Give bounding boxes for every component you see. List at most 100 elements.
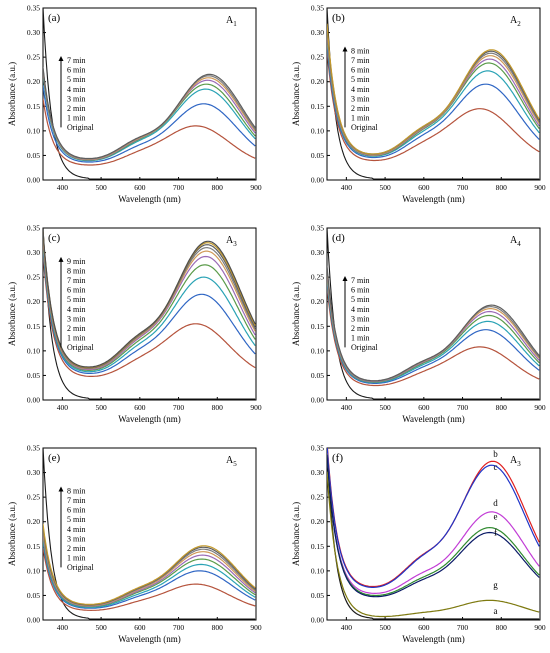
curve-label: e xyxy=(493,511,497,521)
panel-label: (a) xyxy=(48,12,61,24)
series-line xyxy=(327,265,540,382)
sample-label-sub: 1 xyxy=(233,20,237,28)
sample-label-base: A xyxy=(226,15,234,26)
curve-label: g xyxy=(493,580,498,590)
x-tick-label: 700 xyxy=(173,623,185,632)
legend-arrow-head xyxy=(58,486,64,492)
sample-label-base: A xyxy=(226,455,234,466)
legend-arrow-head xyxy=(58,256,64,262)
y-axis-label: Absorbance (a.u.) xyxy=(291,62,301,126)
y-tick-label: 0.35 xyxy=(27,224,40,233)
y-tick-label: 0.25 xyxy=(311,273,324,282)
chart-panel: 400 500 600 700 800 900 0.00 0.05 0.10 0.15 0.20 0.… xyxy=(7,4,262,205)
y-tick-label: 0.30 xyxy=(27,248,40,257)
x-tick-label: 500 xyxy=(95,183,107,192)
legend-entry: 6 min xyxy=(67,506,85,515)
series-line xyxy=(43,242,256,371)
x-tick-label: 700 xyxy=(457,623,469,632)
series-line xyxy=(43,66,256,160)
sample-label: A1 xyxy=(226,15,237,28)
legend-entry: 6 min xyxy=(67,66,85,75)
y-tick-label: 0.35 xyxy=(27,4,40,13)
series-line xyxy=(43,98,256,166)
y-tick-label: 0.00 xyxy=(311,616,324,625)
y-tick-label: 0.00 xyxy=(27,396,40,405)
x-axis-label: Wavelength (nm) xyxy=(118,414,181,424)
x-tick-label: 800 xyxy=(496,403,508,412)
x-tick-label: 400 xyxy=(341,183,353,192)
x-tick-label: 400 xyxy=(57,403,69,412)
y-axis-label: Absorbance (a.u.) xyxy=(291,502,301,566)
sample-label-sub: 3 xyxy=(233,240,237,248)
legend-entry: 3 min xyxy=(351,314,369,323)
legend-entry: 4 min xyxy=(67,525,85,534)
x-tick-label: 700 xyxy=(457,403,469,412)
legend-entry: 5 min xyxy=(67,295,85,304)
legend-entry: 8 min xyxy=(67,486,85,495)
curve-label: b xyxy=(493,449,498,459)
curves xyxy=(327,228,540,400)
y-tick-label: 0.35 xyxy=(27,444,40,453)
x-tick-label: 700 xyxy=(173,403,185,412)
y-tick-label: 0.15 xyxy=(311,102,324,111)
sample-label: A2 xyxy=(510,15,521,28)
legend-entry: 7 min xyxy=(351,276,369,285)
legend-entry: 1 min xyxy=(67,334,85,343)
x-tick-label: 900 xyxy=(250,623,262,632)
legend-entry: 6 min xyxy=(351,66,369,75)
y-tick-label: 0.00 xyxy=(311,396,324,405)
y-axis-label: Absorbance (a.u.) xyxy=(7,502,17,566)
y-tick-label: 0.20 xyxy=(27,517,40,526)
x-tick-label: 500 xyxy=(95,403,107,412)
sample-label-sub: 5 xyxy=(233,460,237,468)
legend-entry: 2 min xyxy=(67,324,85,333)
x-tick-label: 600 xyxy=(134,403,146,412)
sample-label-base: A xyxy=(226,235,234,246)
panel-label: (e) xyxy=(48,452,61,464)
sample-label: A3 xyxy=(226,235,237,248)
y-tick-label: 0.05 xyxy=(27,371,40,380)
legend-entry: 3 min xyxy=(67,314,85,323)
panel-label: (c) xyxy=(48,232,61,244)
y-tick-label: 0.15 xyxy=(27,102,40,111)
y-tick-label: 0.05 xyxy=(311,151,324,160)
chart-panel: 400 500 600 700 800 900 0.00 0.05 0.10 0.15 0.20 0.… xyxy=(291,224,546,425)
legend-entry: 4 min xyxy=(67,305,85,314)
legend-entry: 2 min xyxy=(67,104,85,113)
curves xyxy=(43,8,256,180)
legend-entry: 1 min xyxy=(351,334,369,343)
y-tick-label: 0.10 xyxy=(311,346,324,355)
y-tick-label: 0.20 xyxy=(27,297,40,306)
legend-entry: 1 min xyxy=(351,114,369,123)
sample-label: A3 xyxy=(510,455,521,468)
x-tick-label: 400 xyxy=(341,623,353,632)
x-tick-label: 600 xyxy=(134,623,146,632)
x-tick-label: 900 xyxy=(250,183,262,192)
plot-frame xyxy=(42,7,257,181)
plot-frame xyxy=(326,447,541,621)
legend-entry: 7 min xyxy=(67,56,85,65)
curves xyxy=(43,228,256,400)
x-axis-label: Wavelength (nm) xyxy=(118,634,181,644)
x-tick-label: 700 xyxy=(457,183,469,192)
chart-panel: 400 500 600 700 800 900 0.00 0.05 0.10 0.15 0.20 0.… xyxy=(7,224,262,425)
y-tick-label: 0.10 xyxy=(311,566,324,575)
y-tick-label: 0.20 xyxy=(311,297,324,306)
y-tick-label: 0.30 xyxy=(27,28,40,37)
y-tick-label: 0.20 xyxy=(311,77,324,86)
y-tick-label: 0.25 xyxy=(27,273,40,282)
series-line xyxy=(43,539,256,608)
sample-label-base: A xyxy=(510,455,518,466)
sample-label-sub: 2 xyxy=(517,20,521,28)
series-line xyxy=(43,239,256,371)
series-line xyxy=(327,453,540,595)
sample-label: A4 xyxy=(510,235,521,248)
legend-arrow-head xyxy=(342,46,348,52)
y-tick-label: 0.00 xyxy=(27,616,40,625)
plot-frame xyxy=(326,7,541,181)
legend-entry: 2 min xyxy=(351,324,369,333)
y-tick-label: 0.25 xyxy=(311,53,324,62)
x-tick-label: 800 xyxy=(212,183,224,192)
legend-entry: 2 min xyxy=(67,544,85,553)
